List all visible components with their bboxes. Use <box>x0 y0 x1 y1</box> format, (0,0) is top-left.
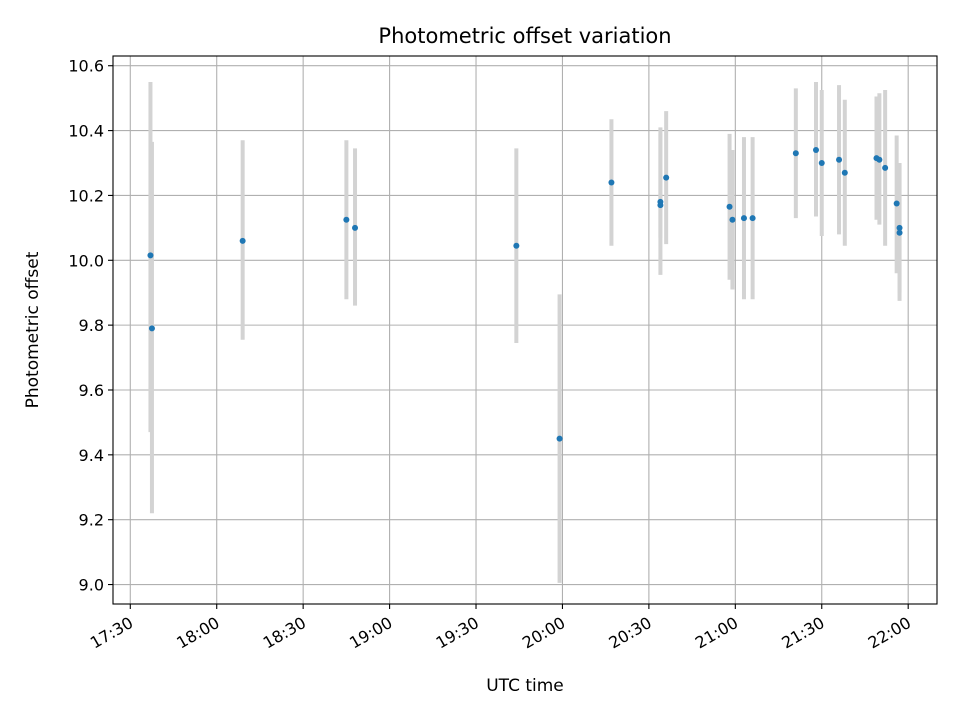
y-tick-label: 10.4 <box>68 122 104 141</box>
data-point <box>147 252 154 259</box>
data-point <box>841 169 848 176</box>
y-tick-label: 9.4 <box>79 446 104 465</box>
data-point <box>896 229 903 236</box>
data-point <box>352 224 359 231</box>
y-tick-label: 10.0 <box>68 251 104 270</box>
y-axis-label: Photometric offset <box>23 251 43 408</box>
data-point <box>893 200 900 207</box>
data-point <box>556 435 563 442</box>
chart-title: Photometric offset variation <box>378 24 671 48</box>
data-point <box>749 215 756 222</box>
data-point <box>513 242 520 249</box>
y-tick-label: 10.2 <box>68 186 104 205</box>
y-tick-label: 9.0 <box>79 576 104 595</box>
data-point <box>818 160 825 167</box>
data-point <box>343 216 350 223</box>
data-point <box>876 156 883 163</box>
data-point <box>148 325 155 332</box>
y-tick-label: 9.2 <box>79 511 104 530</box>
data-point <box>239 237 246 244</box>
plot-frame <box>112 55 938 605</box>
data-point <box>812 147 819 154</box>
data-point <box>882 164 889 171</box>
y-axis-ticks: 9.0 9.2 9.4 9.6 9.8 10.0 10.2 10.4 10.6 <box>68 57 113 595</box>
data-point <box>663 174 670 181</box>
y-tick-label: 10.6 <box>68 57 104 76</box>
data-points <box>147 147 903 442</box>
data-point <box>740 215 747 222</box>
y-tick-label: 9.8 <box>79 316 104 335</box>
data-point <box>608 179 615 186</box>
x-axis-label: UTC time <box>486 676 564 696</box>
data-point <box>726 203 733 210</box>
data-point <box>657 202 664 209</box>
y-tick-label: 9.6 <box>79 381 104 400</box>
data-point <box>729 216 736 223</box>
data-point <box>836 156 843 163</box>
data-point <box>896 224 903 231</box>
data-point <box>792 150 799 157</box>
